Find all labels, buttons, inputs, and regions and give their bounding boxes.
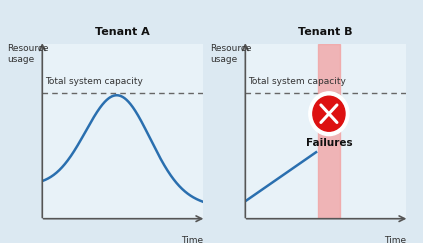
Circle shape <box>313 96 345 131</box>
Circle shape <box>309 92 349 136</box>
Text: Total system capacity: Total system capacity <box>46 77 143 86</box>
Text: Failures: Failures <box>305 138 352 148</box>
Text: Resource
usage: Resource usage <box>7 44 49 64</box>
Text: Total system capacity: Total system capacity <box>249 77 346 86</box>
Text: Time: Time <box>181 236 203 243</box>
Title: Tenant A: Tenant A <box>95 27 150 37</box>
Title: Tenant B: Tenant B <box>299 27 353 37</box>
Text: Time: Time <box>384 236 406 243</box>
Bar <box>318 44 340 219</box>
Text: Resource
usage: Resource usage <box>210 44 252 64</box>
